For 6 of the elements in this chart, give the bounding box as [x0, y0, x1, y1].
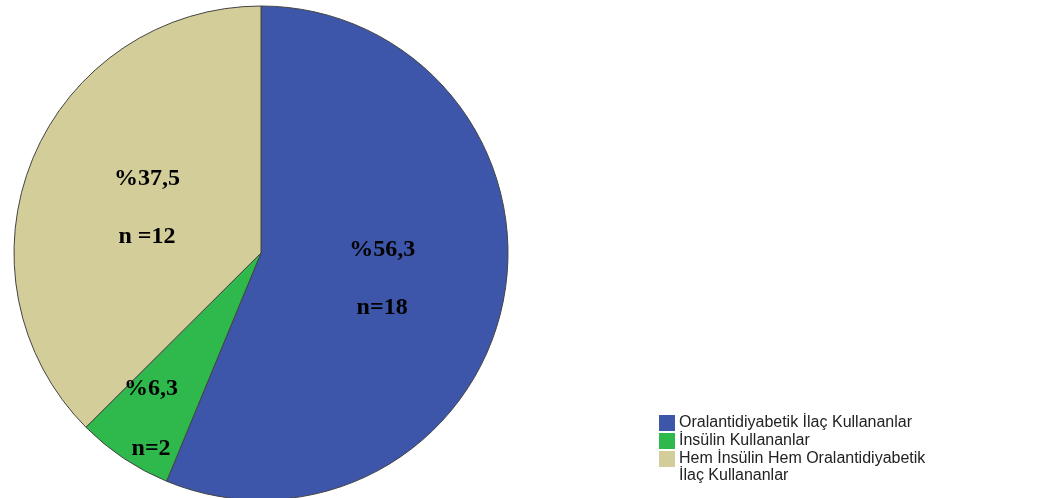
- text: %56,3 n=18: [349, 235, 416, 320]
- legend-label: İnsülin Kullananlar: [679, 431, 810, 448]
- legend-label: Oralantidiyabetik İlaç Kullananlar: [679, 413, 913, 430]
- text: %6,3 n=2: [124, 374, 179, 461]
- text: %37,5 n =12: [113, 163, 180, 248]
- legend-label: Hem İnsülin Hem Oralantidiyabetik İlaç Kullananlar: [679, 449, 927, 483]
